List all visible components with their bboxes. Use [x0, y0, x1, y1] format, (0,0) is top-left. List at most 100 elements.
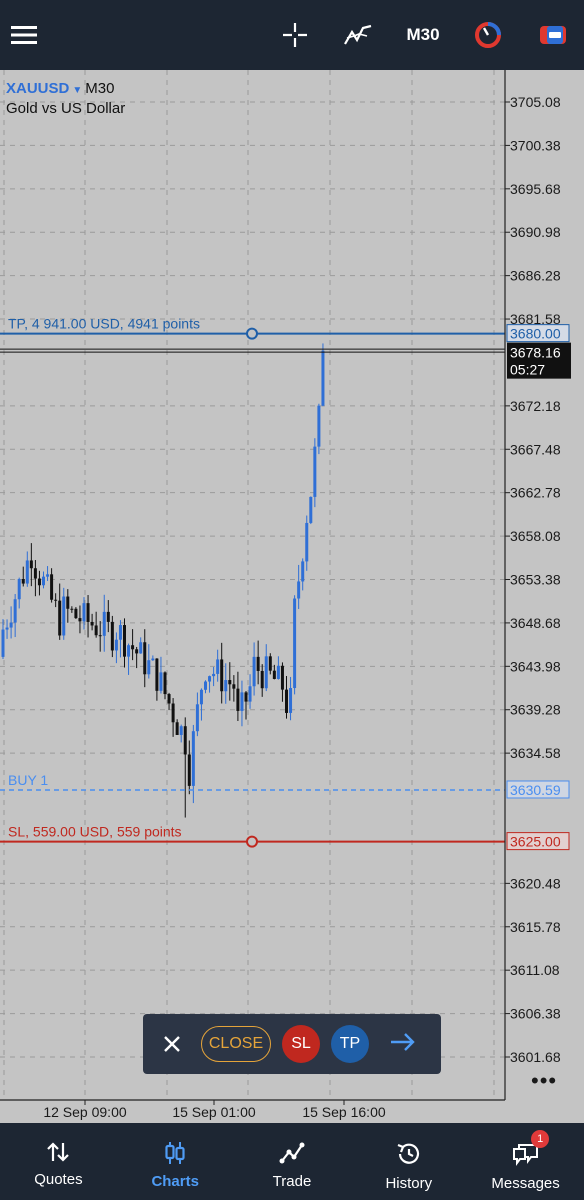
menu-icon[interactable]: [6, 14, 42, 56]
candle-body: [268, 656, 272, 671]
candle-body: [260, 670, 264, 689]
candle-body: [5, 627, 9, 630]
trade-panel: CLOSE SL TP: [143, 1014, 441, 1074]
indicators-icon[interactable]: [338, 14, 378, 56]
candle-body: [252, 656, 256, 687]
candle-body: [236, 688, 240, 711]
candle-body: [195, 704, 199, 732]
symbol-dropdown-icon[interactable]: ▼: [72, 85, 83, 96]
candle-body: [9, 622, 13, 628]
candle-body: [25, 560, 29, 584]
candle-body: [256, 656, 260, 671]
candle-body: [131, 645, 135, 650]
price-tick-label: 3653.38: [510, 572, 561, 588]
nav-trade-label: Trade: [272, 1173, 312, 1190]
candle-body: [220, 659, 224, 692]
symbol-name[interactable]: XAUUSD: [6, 80, 70, 97]
candle-body: [155, 658, 159, 691]
candle-body: [127, 645, 131, 657]
candle-body: [54, 599, 58, 601]
candle-body: [143, 642, 147, 675]
close-position-button[interactable]: CLOSE: [201, 1026, 271, 1062]
candle-body: [171, 703, 175, 723]
crosshair-icon[interactable]: [276, 14, 314, 56]
price-tick-label: 3615.78: [510, 919, 561, 935]
price-tick-label: 3648.68: [510, 615, 561, 631]
candle-body: [232, 684, 236, 689]
candle-body: [139, 642, 143, 654]
price-tick-label: 3690.98: [510, 224, 561, 240]
time-tick-label: 15 Sep 16:00: [302, 1104, 386, 1120]
candle-body: [285, 689, 288, 713]
charts-icon: [165, 1142, 185, 1164]
close-panel-icon[interactable]: [143, 1014, 201, 1074]
quotes-icon: [47, 1142, 70, 1162]
tp-drag-handle: [246, 327, 258, 340]
price-tick-label: 3611.08: [510, 962, 560, 978]
tp-button[interactable]: TP: [331, 1025, 369, 1063]
sl-button[interactable]: SL: [282, 1025, 320, 1063]
candle-body: [293, 598, 297, 689]
timeframe-label: M30: [406, 25, 440, 44]
sl-price-tag: [506, 832, 570, 851]
candle-body: [276, 665, 280, 679]
nav-charts[interactable]: Charts: [117, 1123, 234, 1200]
price-tick-label: 3634.58: [510, 745, 561, 761]
timeframe-button[interactable]: M30: [400, 14, 446, 56]
nav-messages[interactable]: 1 Messages: [467, 1123, 584, 1200]
history-icon: [397, 1143, 419, 1164]
nav-quotes[interactable]: Quotes: [0, 1123, 117, 1200]
one-click-trading-icon[interactable]: [469, 14, 507, 56]
candle-body: [135, 649, 139, 654]
candle-body: [94, 625, 98, 636]
price-tick-label: 3681.58: [510, 311, 561, 327]
chart-area[interactable]: TP, 4 941.00 USD, 4941 points 3680.00 3678…: [0, 70, 584, 1123]
candle-body: [86, 603, 90, 622]
candle-body: [82, 603, 86, 622]
candle-body: [98, 635, 102, 637]
top-toolbar: M30: [0, 0, 584, 70]
more-options-icon[interactable]: •••: [531, 1068, 558, 1093]
candle-body: [13, 599, 17, 623]
candle-body: [42, 576, 45, 586]
price-tick-label: 3601.68: [510, 1049, 561, 1065]
buy-price-tag: [506, 780, 570, 799]
candle-body: [208, 676, 212, 682]
time-tick-label: 12 Sep 09:00: [43, 1104, 127, 1120]
sl-price-tag-text: 3625.00: [510, 834, 561, 850]
candle-body: [106, 611, 110, 622]
nav-trade[interactable]: Trade: [234, 1123, 351, 1200]
messages-badge: 1: [531, 1130, 550, 1148]
sl-line-label: SL, 559.00 USD, 559 points: [8, 824, 182, 840]
price-tick-label: 3643.98: [510, 658, 561, 674]
candle-body: [114, 639, 118, 651]
candle-body: [1, 629, 5, 657]
candle-body: [33, 568, 37, 579]
price-tick-label: 3700.38: [510, 137, 561, 153]
candle-body: [167, 694, 171, 704]
buy-price-tag-text: 3630.59: [510, 782, 561, 798]
candle-body: [110, 621, 114, 651]
candle-body: [29, 560, 33, 569]
bid-price-tag: [507, 342, 571, 379]
candle-body: [37, 578, 41, 586]
candle-body: [301, 561, 305, 582]
price-chart[interactable]: TP, 4 941.00 USD, 4941 points 3680.00 3678…: [0, 70, 584, 1123]
candle-body: [280, 665, 284, 690]
candle-body: [78, 618, 82, 622]
arrow-right-icon[interactable]: [389, 1032, 417, 1057]
candle-body: [70, 608, 74, 610]
candle-body: [199, 689, 203, 705]
candle-body: [317, 405, 321, 447]
candle-body: [289, 688, 293, 713]
symbol-timeframe: M30: [85, 80, 115, 97]
tp-line-label: TP, 4 941.00 USD, 4941 points: [8, 316, 200, 332]
trade-panel-icon[interactable]: [534, 14, 572, 56]
time-tick-label: 15 Sep 01:00: [172, 1104, 256, 1120]
nav-history[interactable]: History: [350, 1123, 467, 1200]
nav-messages-label: Messages: [491, 1175, 560, 1192]
price-tick-label: 3667.48: [510, 441, 561, 457]
price-tick-label: 3606.38: [510, 1006, 561, 1022]
candle-body: [305, 522, 309, 562]
buy-line-label: BUY 1: [8, 772, 48, 788]
